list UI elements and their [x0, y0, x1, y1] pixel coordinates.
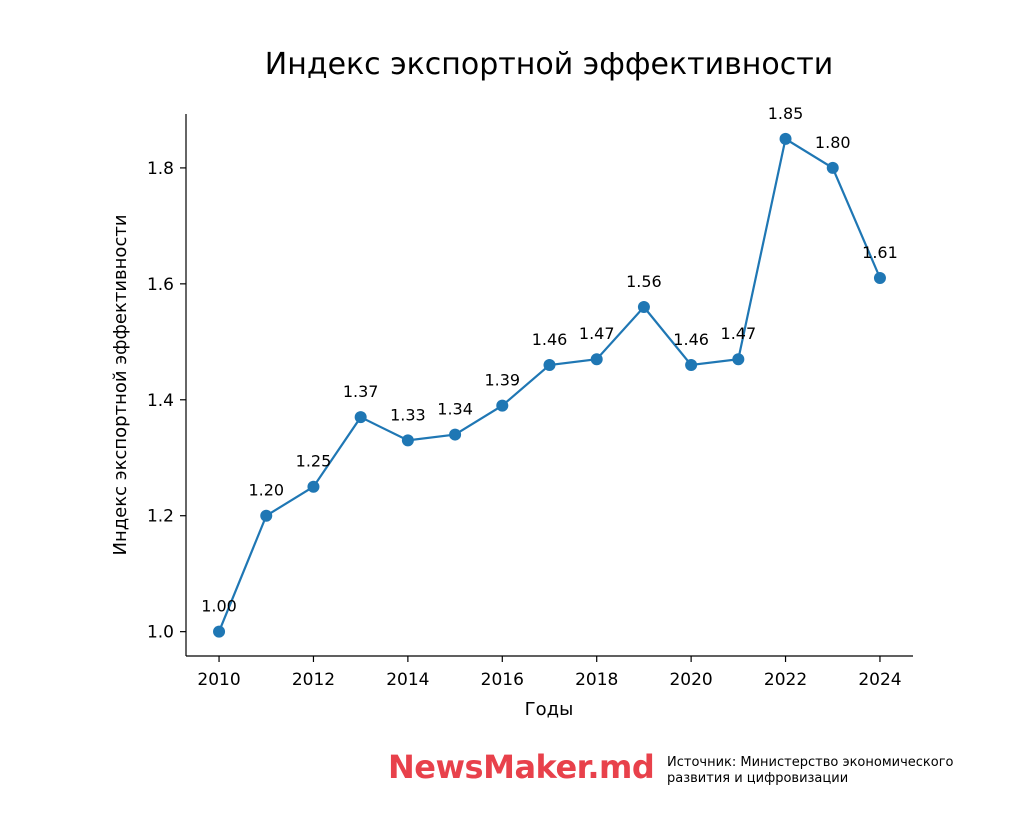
data-point [496, 399, 509, 412]
x-tick-label: 2018 [575, 670, 618, 690]
x-tick-label: 2020 [669, 670, 712, 690]
data-point [637, 301, 650, 314]
data-value-label: 1.34 [437, 400, 473, 419]
x-tick-label: 2010 [197, 670, 240, 690]
data-point [307, 480, 320, 493]
data-point [354, 411, 367, 424]
data-labels: 1.00 1.20 1.25 1.37 1.33 1.34 1.39 1.46 1.47 1.56… [201, 104, 898, 616]
y-tick-label: 1.0 [147, 623, 174, 643]
axis-ticks: 2010 2012 2014 2016 2018 2020 2022 2024 1.0 1.2 1.… [147, 159, 902, 690]
data-point [260, 509, 273, 522]
source-note: Источник: Министерство экономического ра… [667, 755, 997, 787]
y-axis-label: Индекс экспортной эффективности [110, 214, 131, 555]
data-value-label: 1.47 [579, 324, 615, 343]
data-value-label: 1.56 [626, 272, 662, 291]
data-value-label: 1.25 [296, 452, 332, 471]
data-value-label: 1.37 [343, 382, 379, 401]
series-markers [213, 132, 886, 638]
data-value-label: 1.47 [721, 324, 757, 343]
data-value-label: 1.80 [815, 133, 851, 152]
source-line-1: Источник: Министерство экономического [667, 755, 954, 770]
data-value-label: 1.46 [532, 330, 568, 349]
data-value-label: 1.46 [673, 330, 709, 349]
data-point [826, 161, 839, 174]
newsmaker-logo: NewsMaker.md [388, 748, 655, 786]
y-tick-label: 1.6 [147, 275, 174, 295]
source-line-2: развития и цифровизации [667, 771, 849, 786]
data-value-label: 1.00 [201, 597, 237, 616]
data-point [543, 359, 556, 372]
data-point [401, 434, 414, 447]
x-tick-label: 2012 [292, 670, 335, 690]
x-tick-label: 2014 [386, 670, 429, 690]
data-point [590, 353, 603, 366]
data-point [873, 272, 886, 285]
x-tick-label: 2022 [764, 670, 807, 690]
data-value-label: 1.85 [768, 104, 804, 123]
data-value-label: 1.39 [484, 371, 520, 390]
data-value-label: 1.33 [390, 405, 426, 424]
y-tick-label: 1.8 [147, 159, 174, 179]
y-tick-label: 1.4 [147, 391, 174, 411]
chart-title: Индекс экспортной эффективности [265, 47, 833, 82]
data-point [449, 428, 462, 441]
data-value-label: 1.61 [862, 243, 898, 262]
x-axis-label: Годы [525, 699, 574, 720]
data-point [779, 132, 792, 145]
x-tick-label: 2016 [481, 670, 524, 690]
data-value-label: 1.20 [248, 481, 284, 500]
data-point [732, 353, 745, 366]
data-point [213, 625, 226, 638]
data-point [685, 359, 698, 372]
y-tick-label: 1.2 [147, 507, 174, 527]
series-line [217, 137, 882, 633]
x-tick-label: 2024 [858, 670, 901, 690]
